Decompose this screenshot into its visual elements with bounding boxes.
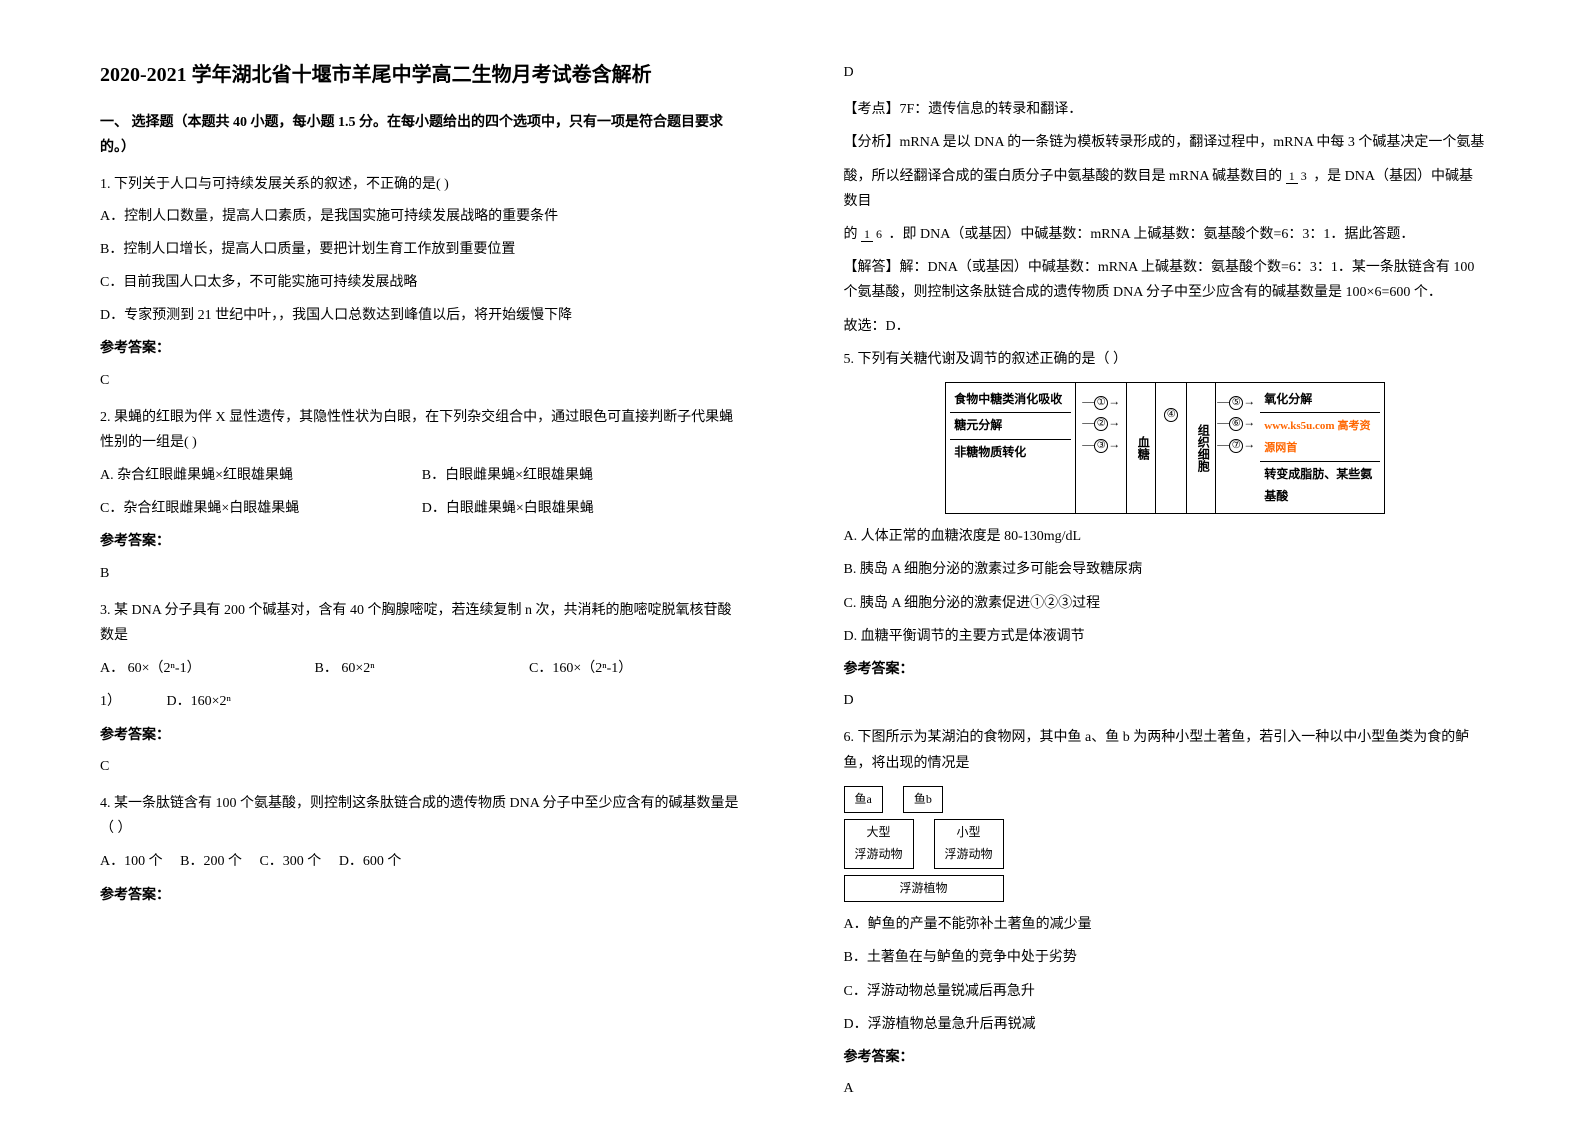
diag-arrows-right: —⑤→ —⑥→ —⑦→	[1216, 383, 1256, 513]
q4-exp-a4: 的	[844, 227, 858, 242]
q3-answer-label: 参考答案：	[100, 723, 744, 748]
right-column: D 【考点】7F：遗传信息的转录和翻译． 【分析】mRNA 是以 DNA 的一条…	[794, 0, 1587, 1122]
question-6: 6. 下图所示为某湖泊的食物网，其中鱼 a、鱼 b 为两种小型土著鱼，若引入一种…	[844, 725, 1488, 1101]
q5-optC: C. 胰岛 A 细胞分泌的激素促进①②③过程	[844, 591, 1488, 616]
food-web-diagram: 鱼a 鱼b 大型 浮游动物 小型 浮游动物 浮游植物	[844, 786, 1024, 902]
q2-answer: B	[100, 561, 744, 586]
diag-right3: 转变成脂肪、某些氨基酸	[1260, 462, 1380, 509]
q4-answer-label: 参考答案：	[100, 883, 744, 908]
q2-answer-label: 参考答案：	[100, 529, 744, 554]
question-3: 3. 某 DNA 分子具有 200 个碱基对，含有 40 个胸腺嘧啶，若连续复制…	[100, 598, 744, 779]
fw-large-zoo: 大型 浮游动物	[844, 819, 914, 868]
q1-optD: D．专家预测到 21 世纪中叶，，我国人口总数达到峰值以后，将开始缓慢下降	[100, 303, 744, 328]
q3-optB: B． 60×2ⁿ	[315, 656, 530, 681]
q6-optA: A．鲈鱼的产量不能弥补土著鱼的减少量	[844, 912, 1488, 937]
q4-optB: B．200 个	[180, 854, 242, 869]
q5-optA: A. 人体正常的血糖浓度是 80-130mg/dL	[844, 524, 1488, 549]
page-title: 2020-2021 学年湖北省十堰市羊尾中学高二生物月考试卷含解析	[100, 60, 744, 90]
fw-phyto: 浮游植物	[844, 875, 1004, 903]
q4-optC: C．300 个	[259, 854, 321, 869]
q2-optC: C．杂合红眼雌果蝇×白眼雄果蝇	[100, 496, 422, 521]
q4-exp-a2: 酸，所以经翻译合成的蛋白质分子中氨基酸的数目是 mRNA 碱基数目的	[844, 169, 1283, 184]
watermark-text: www.ks5u.com	[1264, 420, 1334, 432]
fraction-icon: 16	[861, 224, 885, 246]
q3-optC: C．160×（2ⁿ-1）	[529, 656, 744, 681]
sugar-diagram: 食物中糖类消化吸收 糖元分解 非糖物质转化 —①→ —②→ —③→ 血糖 ④ 组…	[945, 382, 1385, 514]
q5-text: 5. 下列有关糖代谢及调节的叙述正确的是（ ）	[844, 347, 1488, 372]
q5-answer: D	[844, 688, 1488, 713]
q6-answer: A	[844, 1076, 1488, 1101]
q4-exp-point: 【考点】7F：遗传信息的转录和翻译．	[844, 97, 1488, 122]
diag-arrows-left: —①→ —②→ —③→	[1076, 383, 1126, 513]
q2-optA: A. 杂合红眼雌果蝇×红眼雄果蝇	[100, 463, 422, 488]
q6-text: 6. 下图所示为某湖泊的食物网，其中鱼 a、鱼 b 为两种小型土著鱼，若引入一种…	[844, 725, 1488, 775]
diag-right1: 氧化分解	[1260, 387, 1380, 414]
q4-exp-analysis-line3: 的 16 ．即 DNA（或基因）中碱基数：mRNA 上碱基数：氨基酸个数=6：3…	[844, 222, 1488, 247]
q6-optB: B．土著鱼在与鲈鱼的竞争中处于劣势	[844, 945, 1488, 970]
diag-left2: 糖元分解	[950, 413, 1071, 440]
q2-optD: D．白眼雌果蝇×白眼雄果蝇	[422, 496, 744, 521]
q5-answer-label: 参考答案：	[844, 657, 1488, 682]
fraction-icon: 13	[1286, 166, 1310, 188]
q4-exp-analysis-line2: 酸，所以经翻译合成的蛋白质分子中氨基酸的数目是 mRNA 碱基数目的 13 ，是…	[844, 164, 1488, 214]
diag-blood: 血糖	[1126, 383, 1156, 513]
question-5: 5. 下列有关糖代谢及调节的叙述正确的是（ ） 食物中糖类消化吸收 糖元分解 非…	[844, 347, 1488, 714]
q6-optC: C．浮游动物总量锐减后再急升	[844, 979, 1488, 1004]
q4-exp-conclusion: 故选：D．	[844, 314, 1488, 339]
q4-exp-analysis-1: 【分析】mRNA 是以 DNA 的一条链为模板转录形成的，翻译过程中，mRNA …	[844, 130, 1488, 155]
diag-left3: 非糖物质转化	[950, 440, 1071, 466]
q5-optB: B. 胰岛 A 细胞分泌的激素过多可能会导致糖尿病	[844, 557, 1488, 582]
diag-arrow-4: ④	[1156, 383, 1186, 513]
left-column: 2020-2021 学年湖北省十堰市羊尾中学高二生物月考试卷含解析 一、 选择题…	[0, 0, 794, 1122]
q3-opt-cont: 1）	[100, 694, 163, 709]
q4-optA: A．100 个	[100, 854, 163, 869]
q3-answer: C	[100, 754, 744, 779]
q6-answer-label: 参考答案：	[844, 1045, 1488, 1070]
q4-text: 4. 某一条肽链含有 100 个氨基酸，则控制这条肽链合成的遗传物质 DNA 分…	[100, 791, 744, 841]
q2-optB: B．白眼雌果蝇×红眼雄果蝇	[422, 463, 744, 488]
diag-cell: 组织细胞	[1186, 383, 1216, 513]
fw-fish-a: 鱼a	[844, 786, 883, 814]
question-4: 4. 某一条肽链含有 100 个氨基酸，则控制这条肽链合成的遗传物质 DNA 分…	[100, 791, 744, 908]
q6-optD: D．浮游植物总量急升后再锐减	[844, 1012, 1488, 1037]
q1-optC: C．目前我国人口太多，不可能实施可持续发展战略	[100, 270, 744, 295]
q1-optB: B．控制人口增长，提高人口质量，要把计划生育工作放到重要位置	[100, 237, 744, 262]
section-header: 一、 选择题（本题共 40 小题，每小题 1.5 分。在每小题给出的四个选项中，…	[100, 110, 744, 160]
q4-exp-solve: 【解答】解：DNA（或基因）中碱基数：mRNA 上碱基数：氨基酸个数=6：3：1…	[844, 255, 1488, 305]
diag-left1: 食物中糖类消化吸收	[950, 387, 1071, 414]
q3-optA: A． 60×（2ⁿ-1）	[100, 656, 315, 681]
fw-fish-b: 鱼b	[903, 786, 943, 814]
q3-text: 3. 某 DNA 分子具有 200 个碱基对，含有 40 个胸腺嘧啶，若连续复制…	[100, 598, 744, 648]
diag-right2: www.ks5u.com 高考资源网首 合成糖元	[1260, 413, 1380, 462]
question-1: 1. 下列关于人口与可持续发展关系的叙述，不正确的是( ) A．控制人口数量，提…	[100, 172, 744, 392]
q5-optD: D. 血糖平衡调节的主要方式是体液调节	[844, 624, 1488, 649]
q1-answer-label: 参考答案：	[100, 336, 744, 361]
question-2: 2. 果蝇的红眼为伴 X 显性遗传，其隐性性状为白眼，在下列杂交组合中，通过眼色…	[100, 405, 744, 586]
fw-small-zoo: 小型 浮游动物	[934, 819, 1004, 868]
q2-text: 2. 果蝇的红眼为伴 X 显性遗传，其隐性性状为白眼，在下列杂交组合中，通过眼色…	[100, 405, 744, 455]
q4-answer: D	[844, 60, 1488, 85]
q3-optD: D．160×2ⁿ	[167, 694, 231, 709]
q4-optD: D．600 个	[339, 854, 402, 869]
q1-answer: C	[100, 368, 744, 393]
q1-text: 1. 下列关于人口与可持续发展关系的叙述，不正确的是( )	[100, 172, 744, 197]
q4-exp-a5: ．即 DNA（或基因）中碱基数：mRNA 上碱基数：氨基酸个数=6：3：1．据此…	[889, 227, 1415, 242]
q1-optA: A．控制人口数量，提高人口素质，是我国实施可持续发展战略的重要条件	[100, 204, 744, 229]
